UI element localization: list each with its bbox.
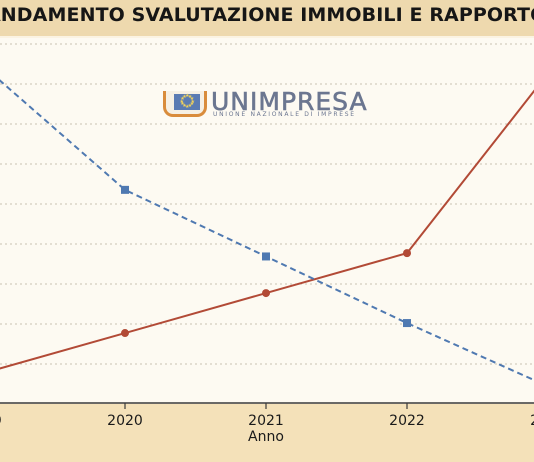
unimpresa-logo: ★ ★ ★ ★ ★ ★ ★ ★ ★ ★ ★ ★ UNIMPRESA UNIONE NAZIONALE … xyxy=(163,87,403,121)
chart-title: ANDAMENTO SVALUTAZIONE IMMOBILI E RAPPOR… xyxy=(0,4,534,26)
flag-star-icon: ★ xyxy=(189,95,195,102)
logo-name: UNIMPRESA xyxy=(211,87,368,117)
x-tick-labels: 2019 2020 2021 2022 2023 xyxy=(0,403,534,429)
series-layer xyxy=(0,79,534,382)
x-tick-label-1: 2020 xyxy=(107,413,143,429)
series-1-point-3 xyxy=(403,319,411,328)
x-tick-label-2: 2021 xyxy=(248,413,284,429)
x-tick-label-0: 2019 xyxy=(0,413,2,429)
title-bar: ANDAMENTO SVALUTAZIONE IMMOBILI E RAPPOR… xyxy=(0,0,534,36)
x-axis-title: Anno xyxy=(248,429,284,445)
plot-area xyxy=(0,38,534,403)
series-1-point-2 xyxy=(262,252,270,261)
flag-star-icon: ★ xyxy=(187,103,193,110)
flag-star-icon: ★ xyxy=(182,103,187,110)
logo-tagline: UNIONE NAZIONALE DI IMPRESE xyxy=(213,111,356,118)
flag-star-icon: ★ xyxy=(185,93,190,99)
flag-star-icon: ★ xyxy=(180,95,185,102)
series-0-point-2 xyxy=(262,289,270,298)
series-1-point-1 xyxy=(121,185,129,194)
x-tick-label-4: 2023 xyxy=(530,413,534,429)
logo-badge-icon: ★ ★ ★ ★ ★ ★ ★ ★ ★ ★ ★ ★ xyxy=(163,91,207,117)
x-axis-footer xyxy=(0,404,534,462)
flag-star-icon: ★ xyxy=(180,101,185,108)
flag-star-icon: ★ xyxy=(185,104,190,110)
flag-star-icon: ★ xyxy=(187,93,193,100)
series-0-point-1 xyxy=(121,329,129,338)
eu-flag-icon: ★ ★ ★ ★ ★ ★ ★ ★ ★ ★ ★ ★ xyxy=(174,94,200,110)
flag-star-icon: ★ xyxy=(190,98,195,105)
flag-star-icon: ★ xyxy=(182,93,187,100)
flag-star-icon: ★ xyxy=(189,101,195,108)
flag-star-icon: ★ xyxy=(179,98,184,105)
x-tick-label-3: 2022 xyxy=(389,413,425,429)
series-0-point-3 xyxy=(403,249,411,258)
